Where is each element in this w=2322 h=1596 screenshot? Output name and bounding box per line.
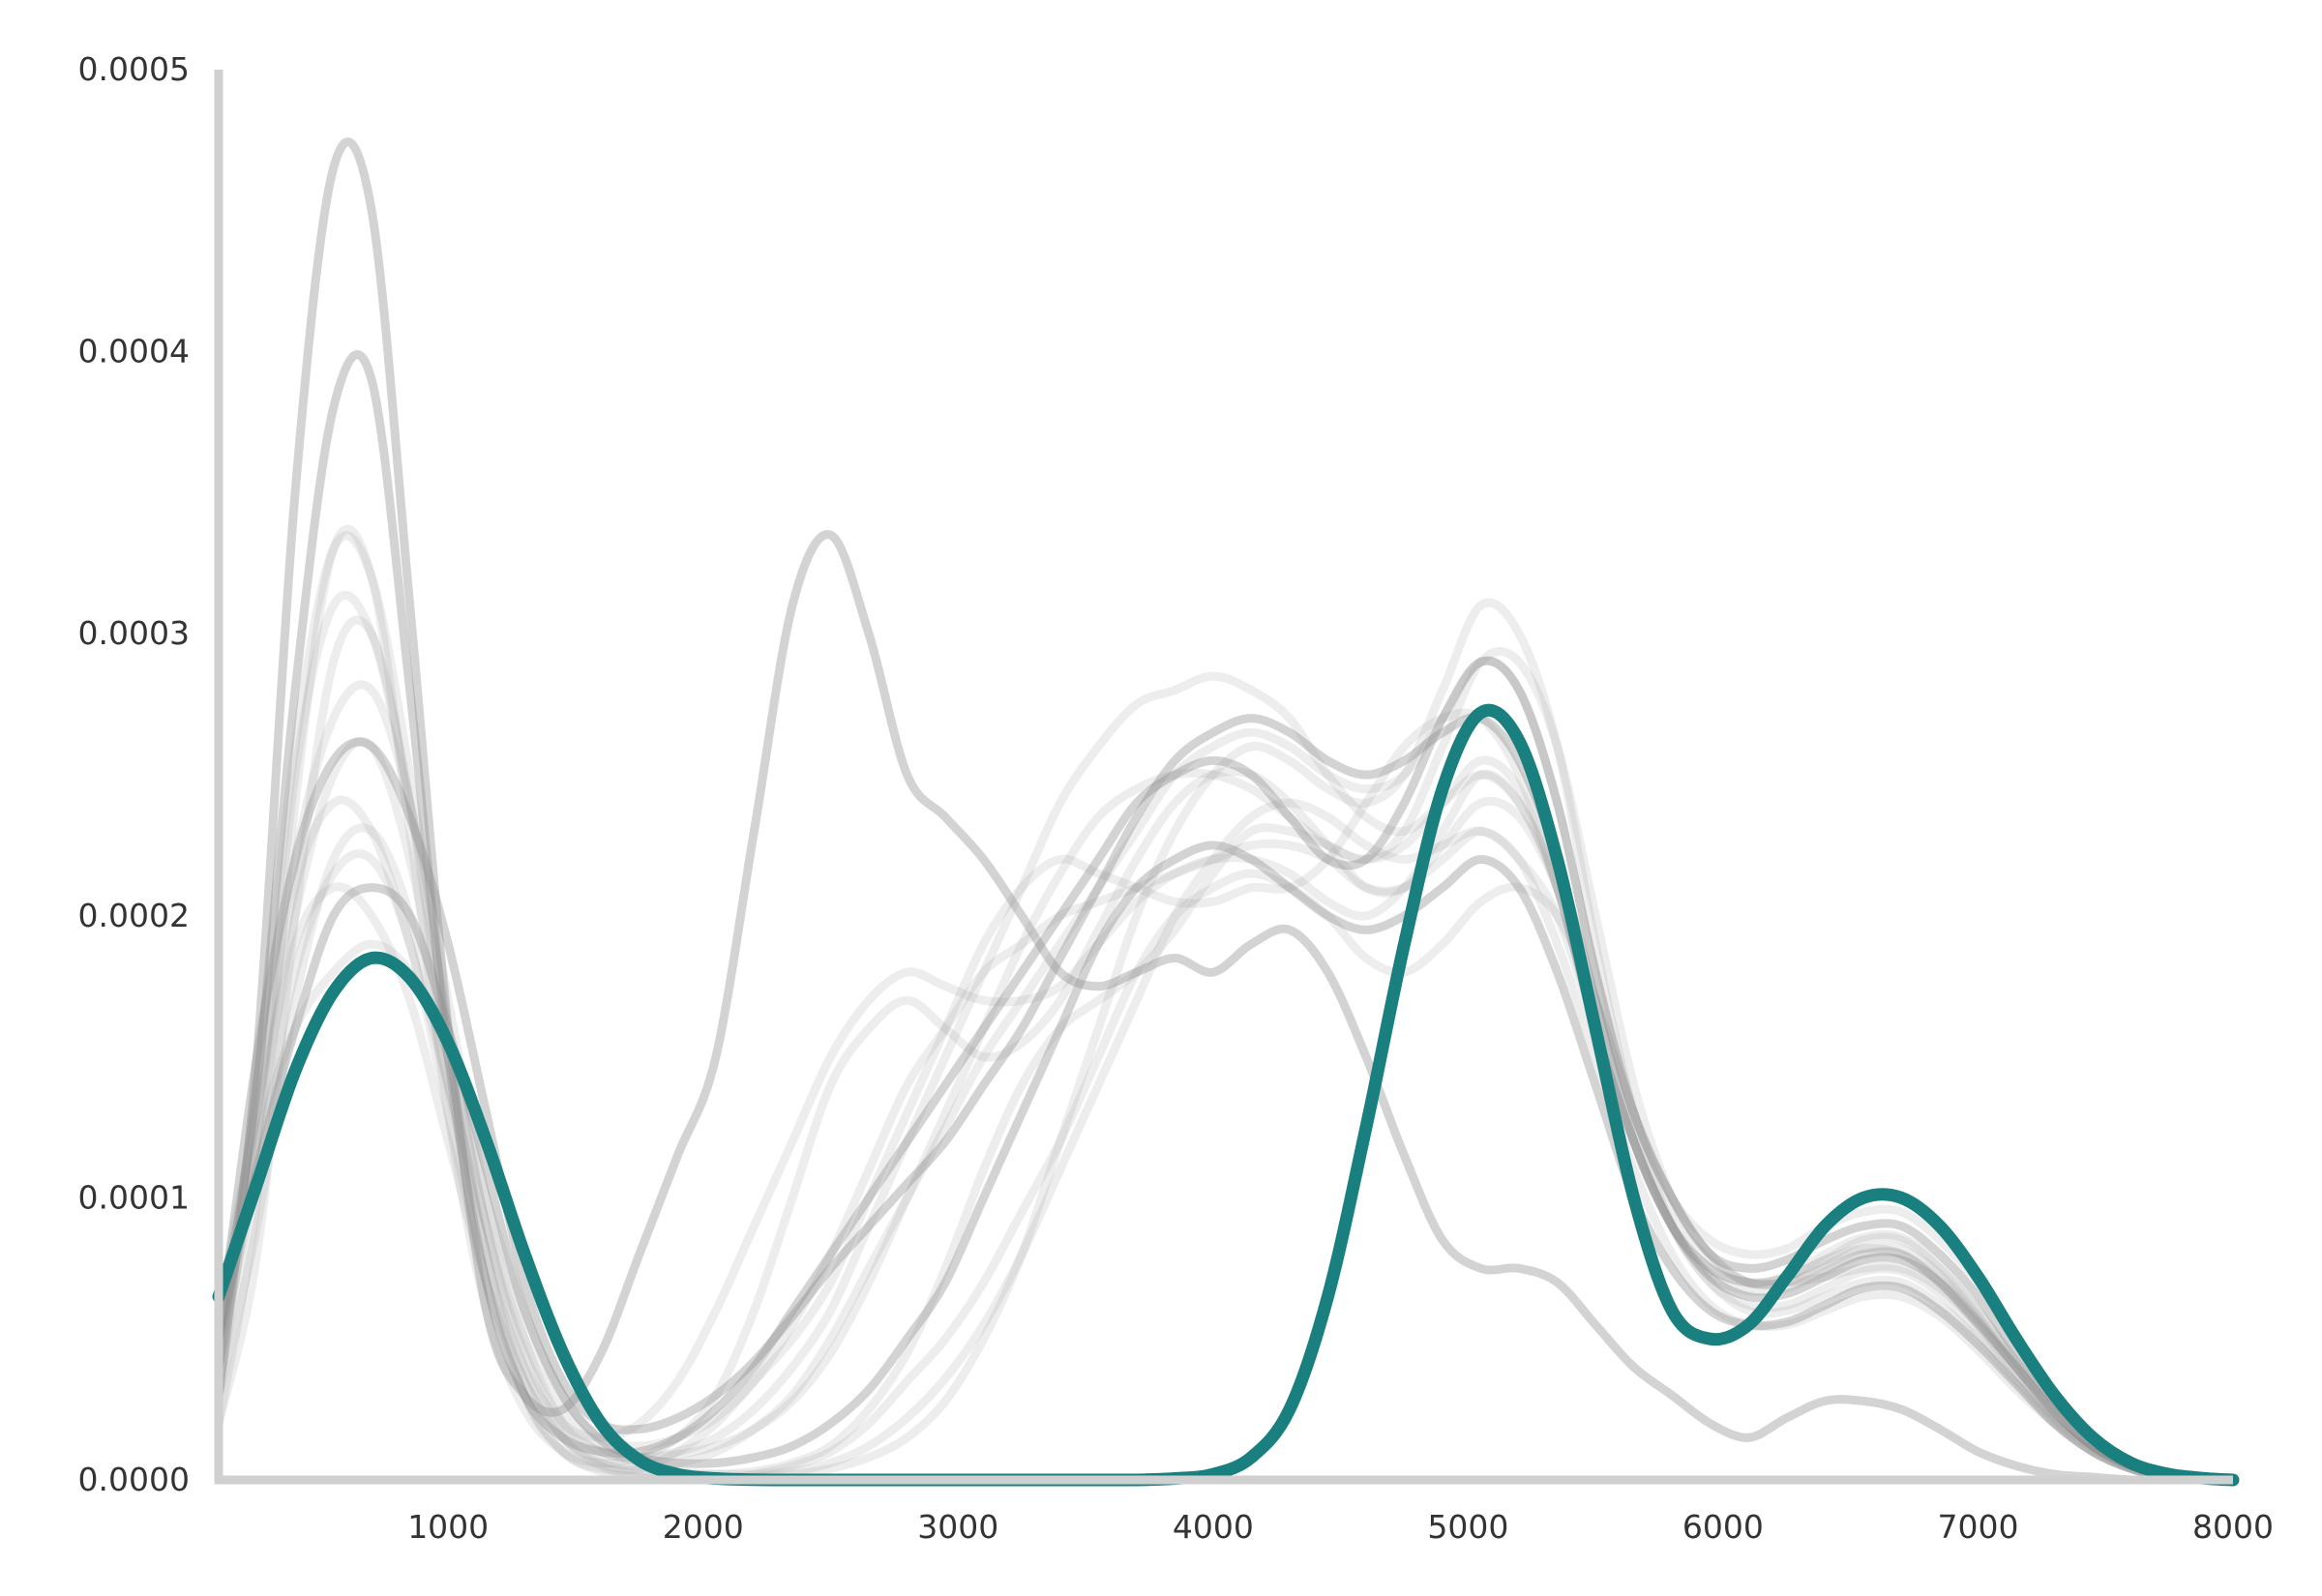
background-series-group (214, 137, 2238, 1485)
background-series-line (214, 531, 2238, 1485)
x-tick-label: 8000 (2192, 1508, 2274, 1546)
y-tick-label: 0.0000 (78, 1461, 190, 1498)
x-tick-labels: 1000 2000 3000 4000 5000 6000 7000 8000 (407, 1508, 2274, 1546)
background-series-line (214, 646, 2238, 1485)
background-series-line (214, 137, 2238, 1485)
y-tick-label: 0.0005 (78, 50, 190, 88)
background-series-line (214, 713, 2238, 1485)
highlight-series-line (212, 703, 2240, 1487)
x-tick-label: 2000 (663, 1508, 744, 1546)
highlight-series-group (212, 703, 2240, 1487)
y-tick-label: 0.0001 (78, 1178, 190, 1216)
x-tick-label: 4000 (1173, 1508, 1254, 1546)
x-tick-label: 1000 (407, 1508, 489, 1546)
background-series-line (214, 849, 2238, 1485)
background-series-line (214, 769, 2238, 1485)
x-tick-label: 7000 (1937, 1508, 2018, 1546)
background-series-line (214, 826, 2238, 1485)
y-tick-label: 0.0002 (78, 897, 190, 934)
background-series-line (214, 708, 2238, 1485)
background-series-line (214, 350, 2238, 1485)
x-tick-label: 6000 (1682, 1508, 1764, 1546)
y-tick-label: 0.0004 (78, 333, 190, 370)
background-series-line (214, 841, 2238, 1485)
x-tick-label: 3000 (917, 1508, 998, 1546)
background-series-line (214, 795, 2238, 1485)
y-tick-labels: 0.0000 0.0001 0.0002 0.0003 0.0004 0.0005 (78, 50, 190, 1498)
x-tick-label: 5000 (1427, 1508, 1508, 1546)
y-tick-label: 0.0003 (78, 614, 190, 652)
